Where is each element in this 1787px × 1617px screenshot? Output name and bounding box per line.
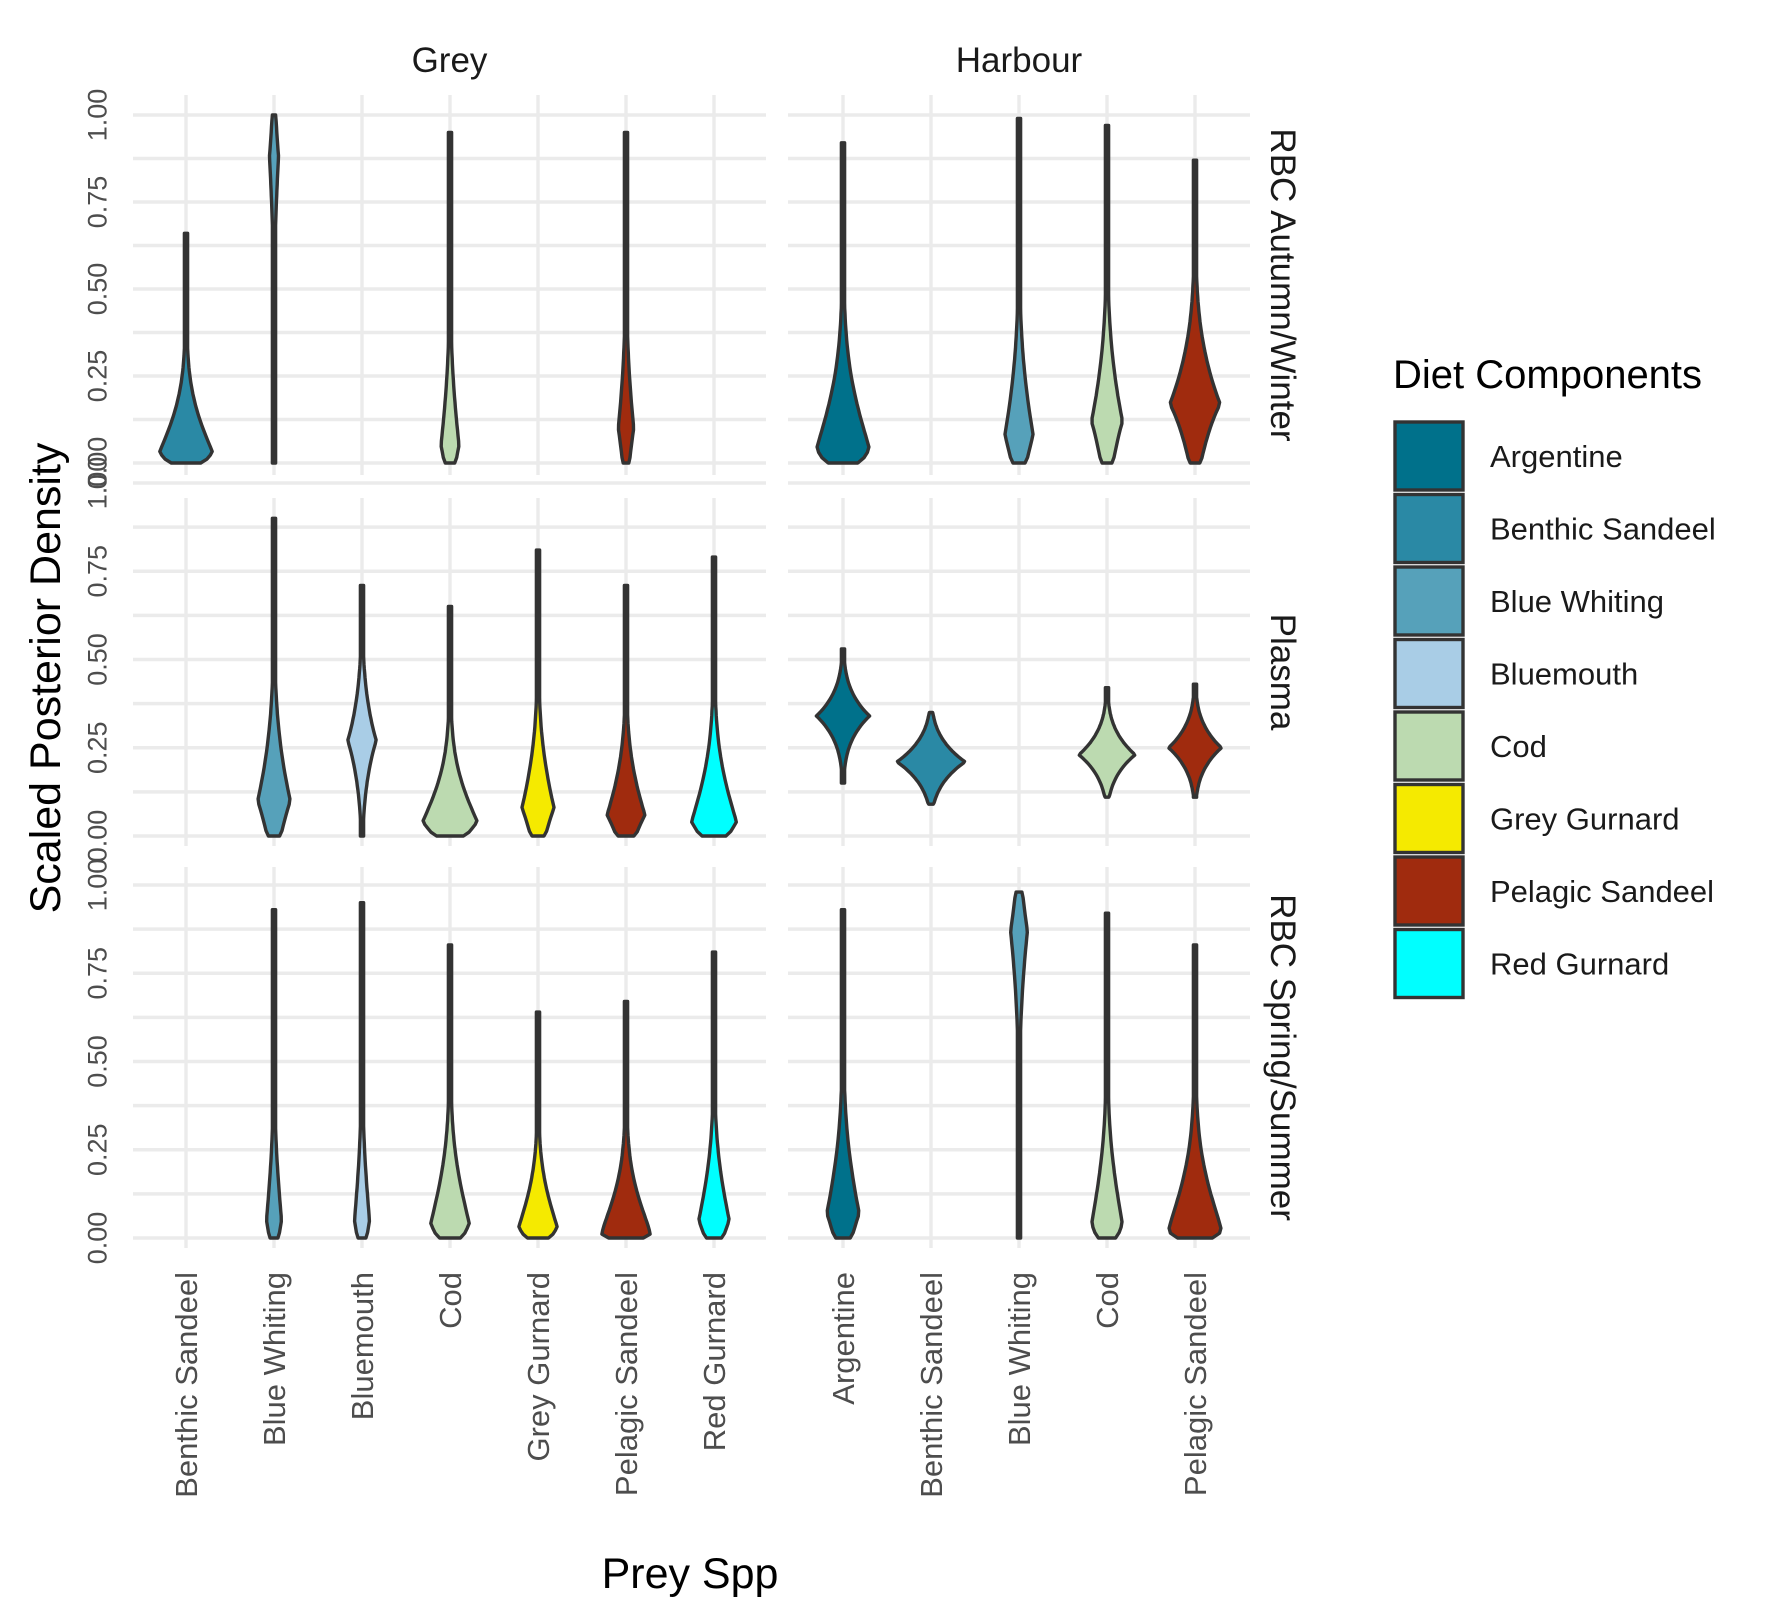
- y-tick-label: 0.25: [82, 1123, 112, 1176]
- x-tick-label: Benthic Sandeel: [169, 1272, 204, 1498]
- violin-grey-rbc-autumn-winter-pelagic-sandeel: [616, 130, 636, 465]
- y-tick-label: 0.50: [82, 633, 112, 686]
- x-tick-label: Cod: [1090, 1272, 1125, 1329]
- x-tick-label: Pelagic Sandeel: [609, 1272, 644, 1496]
- legend-label-red-gurnard: Red Gurnard: [1490, 946, 1669, 981]
- x-tick-label: Pelagic Sandeel: [1178, 1272, 1213, 1496]
- facet-strip-grey: Grey: [412, 41, 488, 80]
- violin-harbour-rbc-spring-summer-pelagic-sandeel: [1167, 943, 1223, 1240]
- legend-label-benthic-sandeel: Benthic Sandeel: [1490, 511, 1716, 546]
- x-axis-title: Prey Spp: [602, 1550, 779, 1598]
- legend-swatch-grey-gurnard: [1393, 782, 1465, 855]
- violin-harbour-rbc-spring-summer-cod: [1090, 911, 1124, 1240]
- x-tick-labels: Benthic Sandeel Blue Whiting Bluemouth Cod G…: [169, 1272, 1213, 1498]
- legend-title: Diet Components: [1393, 353, 1702, 397]
- violin-grey-plasma-cod: [421, 604, 479, 838]
- x-tick-label: Blue Whiting: [1002, 1272, 1037, 1446]
- y-tick-label: 0.00: [82, 437, 112, 490]
- legend-label-pelagic-sandeel: Pelagic Sandeel: [1490, 874, 1714, 909]
- y-tick-label: 0.25: [82, 350, 112, 403]
- violin-harbour-rbc-autumn-winter-argentine: [815, 141, 871, 465]
- panels: 0.000.250.500.751.000.000.250.500.751.00…: [82, 89, 1250, 1265]
- violin-grey-plasma-grey-gurnard: [520, 548, 556, 838]
- x-tick-label: Cod: [433, 1272, 468, 1329]
- x-tick-label: Argentine: [826, 1272, 861, 1405]
- y-tick-label: 0.50: [82, 1035, 112, 1088]
- violin-harbour-plasma-cod: [1077, 686, 1137, 799]
- violin-harbour-plasma-benthic-sandeel: [895, 710, 967, 806]
- legend-swatch-benthic-sandeel: [1393, 492, 1465, 565]
- violin-grey-rbc-autumn-winter-blue-whiting: [267, 113, 281, 465]
- facet-strip-rbc-autumn-winter: RBC Autumn/Winter: [1263, 128, 1302, 441]
- violin-harbour-rbc-spring-summer-argentine: [825, 908, 861, 1240]
- facet-strip-harbour: Harbour: [956, 41, 1083, 80]
- legend-swatch-pelagic-sandeel: [1393, 855, 1465, 927]
- legend-swatch-argentine: [1393, 420, 1465, 492]
- violin-harbour-rbc-autumn-winter-cod: [1090, 123, 1124, 465]
- legend-label-argentine: Argentine: [1490, 439, 1623, 474]
- y-tick-label: 0.75: [82, 176, 112, 229]
- y-tick-label: 1.00: [82, 89, 112, 142]
- x-tick-label: Grey Gurnard: [521, 1272, 556, 1462]
- legend-label-bluemouth: Bluemouth: [1490, 656, 1638, 691]
- panel-harbour-plasma: [788, 481, 1250, 846]
- x-tick-label: Bluemouth: [345, 1272, 380, 1420]
- violin-harbour-rbc-spring-summer-blue-whiting: [1009, 890, 1029, 1240]
- legend-swatch-cod: [1393, 710, 1465, 782]
- legend-swatch-bluemouth: [1393, 637, 1465, 710]
- x-tick-label: Benthic Sandeel: [914, 1272, 949, 1498]
- legend-swatch-red-gurnard: [1393, 927, 1465, 1000]
- violin-grey-rbc-spring-summer-red-gurnard: [697, 950, 731, 1240]
- violin-grey-rbc-spring-summer-bluemouth: [352, 901, 372, 1240]
- violin-harbour-rbc-autumn-winter-blue-whiting: [1003, 116, 1035, 465]
- x-tick-label: Blue Whiting: [257, 1272, 292, 1446]
- violin-grey-plasma-red-gurnard: [690, 555, 738, 838]
- violin-grey-rbc-spring-summer-blue-whiting: [265, 908, 283, 1240]
- legend-label-grey-gurnard: Grey Gurnard: [1490, 801, 1680, 836]
- panel-harbour-rbc-autumn-winter: [788, 95, 1250, 475]
- violin-grey-plasma-bluemouth: [346, 583, 378, 838]
- panel-grey-rbc-autumn-winter: 0.00 0.25 0.50 0.75 1.00: [82, 89, 766, 490]
- y-tick-label: 0.50: [82, 263, 112, 316]
- violin-grey-rbc-autumn-winter-cod: [439, 130, 461, 465]
- x-tick-label: Red Gurnard: [697, 1272, 732, 1451]
- y-tick-label: 0.75: [82, 947, 112, 1000]
- y-tick-label: 1.00: [82, 457, 112, 510]
- legend-label-cod: Cod: [1490, 729, 1547, 764]
- violin-grey-rbc-spring-summer-grey-gurnard: [517, 1010, 559, 1240]
- y-tick-label: 0.00: [82, 810, 112, 863]
- violin-harbour-plasma-argentine: [814, 647, 872, 785]
- y-tick-label: 1.00: [82, 859, 112, 912]
- y-tick-label: 0.75: [82, 545, 112, 598]
- violin-grey-rbc-autumn-winter-benthic-sandeel: [158, 231, 214, 465]
- legend-swatch-blue-whiting: [1393, 565, 1465, 637]
- y-axis-title: Scaled Posterior Density: [22, 442, 70, 913]
- facet-strip-rbc-spring-summer: RBC Spring/Summer: [1263, 894, 1302, 1221]
- facet-strips: Grey Harbour RBC Autumn/Winter Plasma RBC Sp…: [412, 41, 1302, 1221]
- violin-harbour-plasma-pelagic-sandeel: [1167, 682, 1223, 799]
- violin-harbour-rbc-autumn-winter-pelagic-sandeel: [1168, 158, 1222, 465]
- violin-grey-rbc-spring-summer-cod: [429, 943, 471, 1240]
- violin-grey-plasma-pelagic-sandeel: [605, 583, 647, 838]
- violin-grey-plasma-blue-whiting: [256, 516, 292, 838]
- panel-grey-plasma: 0.00 0.25 0.50 0.75 1.00: [82, 457, 766, 863]
- panel-grey-rbc-spring-summer: 0.00 0.25 0.50 0.75 1.00: [82, 859, 766, 1265]
- y-tick-label: 0.25: [82, 721, 112, 774]
- legend: Diet Components Argentine Benthic Sandeel…: [1393, 353, 1716, 1000]
- violin-grey-rbc-spring-summer-pelagic-sandeel: [600, 999, 652, 1240]
- facet-strip-plasma: Plasma: [1263, 614, 1302, 731]
- legend-label-blue-whiting: Blue Whiting: [1490, 584, 1664, 619]
- panel-harbour-rbc-spring-summer: [788, 867, 1250, 1248]
- y-tick-label: 0.00: [82, 1212, 112, 1265]
